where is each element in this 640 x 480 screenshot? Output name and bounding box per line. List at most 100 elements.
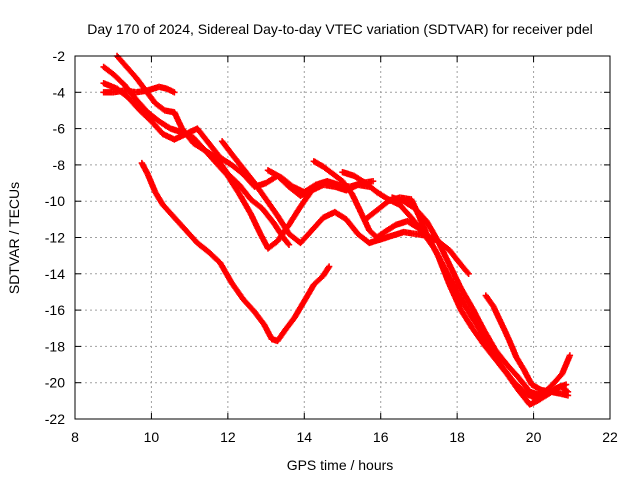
- marker-fill: [282, 315, 297, 332]
- marker-fill: [165, 86, 176, 95]
- marker-fill: [301, 282, 317, 303]
- marker-fill: [390, 194, 406, 204]
- y-tick-label: -22: [45, 411, 65, 427]
- marker-fill: [470, 326, 487, 347]
- marker-fill: [298, 228, 315, 245]
- marker-fill: [266, 167, 284, 181]
- marker-fill: [481, 342, 498, 362]
- marker-fill: [229, 281, 246, 301]
- marker-fill: [241, 297, 257, 314]
- marker-fill: [331, 171, 345, 184]
- marker-fill: [504, 362, 521, 380]
- marker-fill: [126, 95, 143, 113]
- marker-fill: [266, 239, 280, 251]
- series-track-i: [339, 168, 572, 403]
- marker-fill: [217, 261, 235, 285]
- marker-fill: [458, 308, 475, 331]
- marker-fill: [481, 328, 498, 352]
- marker-fill: [409, 215, 425, 234]
- marker-fill: [321, 264, 332, 278]
- marker-fill: [521, 368, 535, 387]
- marker-fill: [225, 171, 242, 187]
- data-series: [100, 52, 574, 408]
- marker-fill: [309, 215, 326, 233]
- marker-fill: [171, 110, 185, 131]
- marker-fill: [375, 189, 391, 202]
- marker-fill: [378, 232, 394, 243]
- marker-fill: [493, 357, 510, 376]
- marker-fill: [149, 119, 166, 137]
- marker-fill: [179, 126, 196, 146]
- x-tick-label: 10: [144, 429, 160, 445]
- x-axis-title: GPS time / hours: [287, 457, 394, 473]
- y-tick-label: -14: [45, 266, 65, 282]
- axis-ticks: 8 10 12 14 16 18 20 22 -2 -4 -6 -8 -10 -12 -14 -16 -18 -2…: [45, 48, 618, 445]
- marker-fill: [206, 141, 223, 160]
- marker-fill: [302, 182, 318, 195]
- x-tick-label: 12: [220, 429, 236, 445]
- y-tick-label: -4: [53, 84, 66, 100]
- marker-fill: [248, 197, 265, 211]
- series-track-f: [218, 138, 472, 277]
- marker-fill: [124, 64, 139, 80]
- series-track-d: [100, 83, 178, 96]
- marker-fill: [554, 381, 568, 391]
- x-tick-label: 14: [296, 429, 312, 445]
- marker-fill: [483, 293, 496, 309]
- marker-fill: [157, 119, 173, 131]
- marker-fill: [195, 240, 211, 255]
- marker-fill: [271, 221, 286, 240]
- marker-fill: [506, 337, 519, 359]
- marker-fill: [363, 180, 379, 195]
- marker-fill: [529, 382, 543, 393]
- marker-fill: [261, 322, 275, 341]
- chart-title: Day 170 of 2024, Sidereal Day-to-day VTE…: [87, 21, 593, 37]
- marker-fill: [424, 232, 441, 258]
- marker-fill: [252, 181, 269, 202]
- series-track-e: [138, 159, 333, 345]
- marker-fill: [477, 328, 494, 352]
- marker-fill: [412, 206, 429, 224]
- marker-fill: [344, 217, 360, 236]
- marker-fill: [229, 162, 246, 177]
- marker-fill: [447, 263, 464, 290]
- series-track-h: [310, 158, 430, 241]
- marker-fill: [236, 192, 254, 216]
- marker-fill: [490, 304, 504, 325]
- marker-fill: [447, 283, 464, 312]
- series-track-l: [482, 292, 572, 399]
- marker-fill: [134, 97, 150, 115]
- marker-fill: [157, 84, 169, 92]
- marker-fill: [160, 202, 177, 220]
- grid-lines: [75, 56, 610, 419]
- y-tick-label: -18: [45, 338, 65, 354]
- x-tick-label: 16: [373, 429, 389, 445]
- marker-fill: [137, 108, 154, 124]
- marker-fill: [559, 353, 573, 376]
- marker-fill: [270, 336, 280, 344]
- marker-fill: [286, 204, 303, 227]
- y-tick-label: -6: [53, 121, 66, 137]
- y-tick-label: -12: [45, 230, 65, 246]
- marker-fill: [447, 248, 464, 267]
- y-tick-label: -10: [45, 193, 65, 209]
- marker-fill: [340, 169, 356, 179]
- marker-fill: [281, 235, 292, 247]
- x-tick-label: 18: [449, 429, 465, 445]
- marker-fill: [260, 206, 276, 225]
- marker-fill: [275, 213, 292, 236]
- marker-fill: [153, 101, 167, 113]
- marker-fill: [340, 179, 355, 196]
- marker-fill: [195, 126, 211, 146]
- marker-fill: [101, 80, 119, 92]
- marker-fill: [101, 64, 115, 77]
- marker-fill: [218, 155, 234, 168]
- marker-fill: [111, 72, 127, 88]
- y-axis-title: SDTVAR / TECUs: [6, 182, 22, 294]
- x-tick-label: 22: [602, 429, 618, 445]
- marker-fill: [528, 398, 540, 407]
- marker-fill: [172, 215, 188, 233]
- marker-fill: [375, 199, 391, 213]
- marker-fill: [454, 290, 471, 314]
- marker-fill: [435, 239, 452, 267]
